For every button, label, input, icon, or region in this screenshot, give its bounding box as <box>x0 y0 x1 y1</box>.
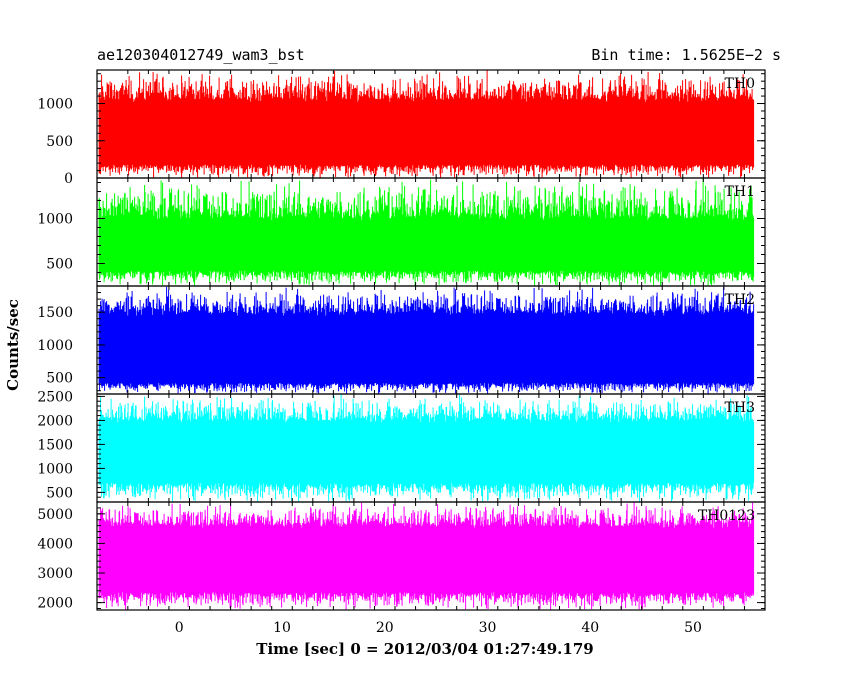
x-tick-label: 40 <box>581 620 599 636</box>
y-tick-label: 1000 <box>37 212 73 228</box>
y-tick-label: 4000 <box>37 536 73 552</box>
y-tick-label: 1500 <box>37 305 73 321</box>
y-tick-label: 500 <box>46 371 73 387</box>
y-tick-label: 2000 <box>37 596 73 612</box>
panels-group: 0 500 1000 TH0 500 1000 TH1 500 1000 1500 TH2 500 10… <box>37 69 766 612</box>
y-tick-label: 2000 <box>37 413 73 429</box>
panel-label: TH0123 <box>698 508 755 524</box>
series-band-th0123 <box>99 527 754 591</box>
series-band-th2 <box>99 315 754 383</box>
x-tick-label: 30 <box>479 620 497 636</box>
panel-frame <box>96 501 766 611</box>
y-tick-label: 3000 <box>37 566 73 582</box>
x-tick-label: 20 <box>376 620 394 636</box>
panel-th2: 500 1000 1500 TH2 <box>37 285 766 395</box>
chart-title-right: Bin time: 1.5625E−2 s <box>591 46 781 64</box>
panel-label: TH2 <box>725 292 755 308</box>
x-axis-label: Time [sec] 0 = 2012/03/04 01:27:49.179 <box>256 640 593 658</box>
series-band-th3 <box>99 422 754 482</box>
y-tick-label: 5000 <box>37 507 73 523</box>
y-tick-label: 1000 <box>37 461 73 477</box>
y-tick-label: 500 <box>46 134 73 150</box>
x-tick-label: 50 <box>684 620 702 636</box>
chart-title-left: ae120304012749_wam3_bst <box>97 46 305 64</box>
x-axis: 0 10 20 30 40 50 <box>175 620 702 636</box>
panel-th1: 500 1000 TH1 <box>37 177 766 287</box>
y-axis-label: Counts/sec <box>4 299 22 391</box>
panel-label: TH1 <box>725 184 755 200</box>
x-tick-label: 10 <box>273 620 291 636</box>
y-tick-label: 1500 <box>37 437 73 453</box>
series-band-th0 <box>99 101 754 165</box>
y-tick-label: 0 <box>64 171 73 187</box>
series-band-th1 <box>99 220 754 270</box>
x-tick-label: 0 <box>175 620 184 636</box>
panel-label: TH3 <box>725 400 755 416</box>
y-tick-label: 1000 <box>37 338 73 354</box>
panel-th3: 500 1000 1500 2000 2500 TH3 <box>37 389 766 503</box>
y-tick-label: 2500 <box>37 389 73 405</box>
panel-th0123: 2000 3000 4000 5000 TH0123 <box>37 501 766 612</box>
panel-label: TH0 <box>725 76 755 92</box>
y-tick-label: 500 <box>46 485 73 501</box>
y-tick-label: 1000 <box>37 97 73 113</box>
y-tick-label: 500 <box>46 257 73 273</box>
panel-th0: 0 500 1000 TH0 <box>37 69 766 187</box>
